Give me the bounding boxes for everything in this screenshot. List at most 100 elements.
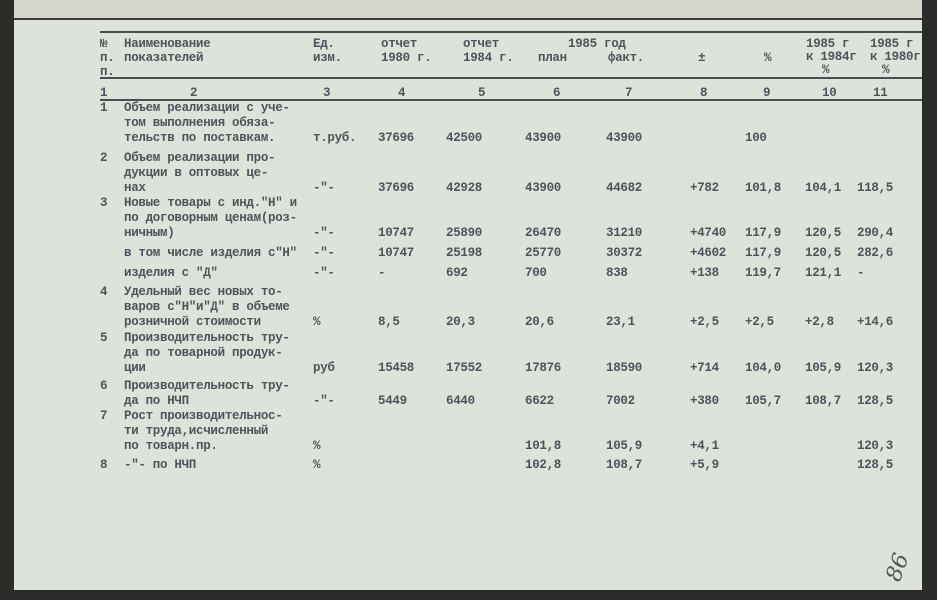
row-name: изделия с "Д"	[124, 266, 218, 280]
row-value: 282,6	[857, 246, 894, 260]
row-name: ции	[124, 361, 146, 375]
header-name: Наименование	[124, 37, 211, 51]
row-value: 23,1	[606, 315, 635, 329]
row-value: 43900	[525, 131, 562, 145]
row-name: по договорным ценам(роз-	[124, 211, 297, 225]
row-value: +4,1	[690, 439, 719, 453]
row-unit: -"-	[313, 246, 335, 260]
row-value: 6440	[446, 394, 475, 408]
header-diff: ±	[698, 51, 706, 65]
header-plan: план	[538, 51, 567, 65]
row-value: 108,7	[606, 458, 643, 472]
row-name: да по НЧП	[124, 394, 189, 408]
header-1980: отчет	[381, 37, 418, 51]
header-1985-vs-1984: 1985 г	[806, 37, 850, 51]
row-value: +4740	[690, 226, 727, 240]
header-1985-vs-1984: %	[822, 63, 830, 77]
row-value: 26470	[525, 226, 562, 240]
row-value: 105,7	[745, 394, 782, 408]
row-value: 42928	[446, 181, 483, 195]
row-name: том выполнения обяза-	[124, 116, 276, 130]
column-number: 11	[873, 86, 888, 100]
row-value: 42500	[446, 131, 483, 145]
row-value: 102,8	[525, 458, 562, 472]
row-name: Производительность тру-	[124, 379, 290, 393]
row-value: 10747	[378, 246, 415, 260]
header-num: п.	[100, 65, 115, 79]
row-value: +138	[690, 266, 719, 280]
row-value: 44682	[606, 181, 643, 195]
column-number: 7	[625, 86, 633, 100]
row-value: 20,3	[446, 315, 475, 329]
row-number: 4	[100, 285, 108, 299]
row-number: 8	[100, 458, 108, 472]
header-unit: изм.	[313, 51, 342, 65]
row-value: 120,3	[857, 361, 894, 375]
row-value: 17876	[525, 361, 562, 375]
row-number: 6	[100, 379, 108, 393]
row-value: +4602	[690, 246, 727, 260]
row-name: Производительность тру-	[124, 331, 290, 345]
row-value: 101,8	[745, 181, 782, 195]
row-name: варов с"Н"и"Д" в объеме	[124, 300, 290, 314]
row-value: 20,6	[525, 315, 554, 329]
row-value: 31210	[606, 226, 643, 240]
header-1985-group: 1985 год	[568, 37, 626, 51]
row-name: Объем реализации с уче-	[124, 101, 290, 115]
row-value: 128,5	[857, 394, 894, 408]
header-1985-vs-1980: 1985 г	[870, 37, 914, 51]
row-number: 5	[100, 331, 108, 345]
row-unit: -"-	[313, 266, 335, 280]
row-value: 120,5	[805, 226, 842, 240]
row-unit: руб	[313, 361, 335, 375]
row-value: 37696	[378, 131, 415, 145]
header-1985-vs-1980: к 1980г	[870, 50, 921, 64]
row-value: 100	[745, 131, 767, 145]
header-unit: Ед.	[313, 37, 335, 51]
row-value: 117,9	[745, 246, 782, 260]
column-numbers-rule	[100, 99, 922, 101]
row-value: 118,5	[857, 181, 894, 195]
header-1984: отчет	[463, 37, 500, 51]
header-name: показателей	[124, 51, 204, 65]
header-bottom-rule	[100, 77, 922, 79]
row-value: -	[378, 266, 386, 280]
row-value: 692	[446, 266, 468, 280]
row-unit: %	[313, 315, 321, 329]
row-value: 18590	[606, 361, 643, 375]
header-fact: факт.	[608, 51, 645, 65]
header-num: п.	[100, 51, 115, 65]
row-value: +2,5	[745, 315, 774, 329]
column-number: 9	[763, 86, 771, 100]
row-value: +5,9	[690, 458, 719, 472]
row-value: 120,3	[857, 439, 894, 453]
row-number: 1	[100, 101, 108, 115]
row-value: 101,8	[525, 439, 562, 453]
column-number: 1	[100, 86, 108, 100]
row-value: 25890	[446, 226, 483, 240]
column-number: 2	[190, 86, 198, 100]
row-value: 120,5	[805, 246, 842, 260]
row-value: 105,9	[805, 361, 842, 375]
row-value: 43900	[525, 181, 562, 195]
header-1980: 1980 г.	[381, 51, 432, 65]
row-name: ти труда,исчисленный	[124, 424, 269, 438]
row-name: Рост производительнос-	[124, 409, 283, 423]
row-value: 119,7	[745, 266, 782, 280]
row-name: нах	[124, 181, 146, 195]
row-value: 30372	[606, 246, 643, 260]
header-percent: %	[764, 51, 772, 65]
row-value: -	[857, 266, 865, 280]
header-1985-vs-1984: к 1984г	[806, 50, 857, 64]
column-number: 10	[822, 86, 837, 100]
column-number: 3	[323, 86, 331, 100]
row-value: 104,0	[745, 361, 782, 375]
row-unit: %	[313, 458, 321, 472]
row-number: 7	[100, 409, 108, 423]
row-value: 121,1	[805, 266, 842, 280]
row-number: 2	[100, 151, 108, 165]
row-name: Объем реализации про-	[124, 151, 276, 165]
document-page	[14, 0, 922, 590]
column-number: 5	[478, 86, 486, 100]
row-value: 838	[606, 266, 628, 280]
